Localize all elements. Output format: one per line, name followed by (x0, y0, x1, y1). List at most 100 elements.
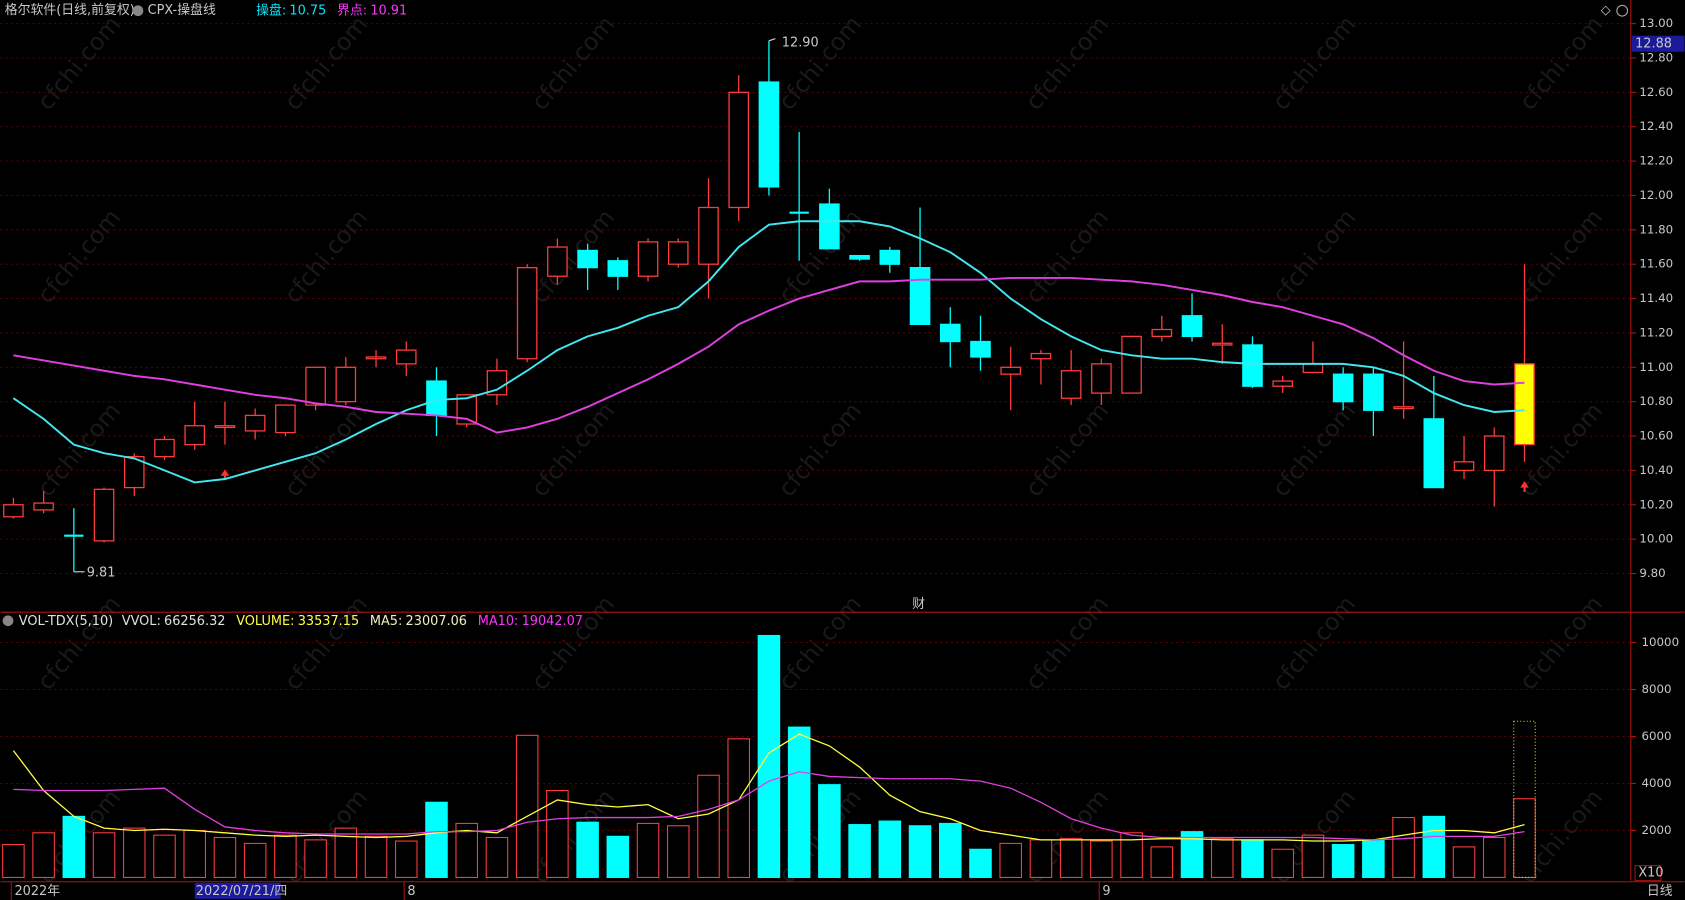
candle-body (1060, 370, 1082, 399)
volume-bar (1120, 832, 1143, 878)
volume-bar (757, 634, 781, 878)
volume-bar (818, 784, 841, 878)
candle-body (1091, 363, 1112, 394)
volume-bar (1180, 831, 1204, 878)
volume-bar (1271, 848, 1294, 878)
high-pointer (768, 38, 776, 42)
volume-bar (1301, 834, 1325, 878)
y-tick-label: 9.80 (1639, 566, 1665, 580)
volume-bar (92, 832, 116, 878)
candle-body (426, 380, 447, 417)
candle-body (395, 349, 417, 365)
item-label: MA5: (370, 613, 402, 628)
volume-bar (969, 848, 992, 878)
volume-header: VOL-TDX(5,10) VVOL: 66256.32 VOLUME: 33537.1… (19, 613, 583, 628)
candle-body (849, 254, 870, 260)
candle-body (365, 356, 387, 360)
y-tick-label: 12.00 (1639, 188, 1673, 202)
volume-bar (1059, 838, 1083, 878)
candle-body (1423, 418, 1445, 489)
volume-bar (666, 825, 690, 878)
item-value: 10.75 (289, 3, 326, 18)
volume-bar (274, 834, 297, 878)
unit-label: X10 (1638, 866, 1663, 881)
candle-body (1302, 363, 1324, 374)
y-tick-label: 10000 (1642, 635, 1680, 649)
volume-bar (334, 827, 358, 878)
y-tick-label: 12.80 (1639, 50, 1673, 64)
indicator-name: CPX-操盘线 (148, 2, 216, 18)
item-label: VOLUME: (236, 613, 294, 628)
volume-bar (394, 840, 418, 878)
candle-body (1453, 461, 1475, 472)
buy-arrow (1520, 481, 1529, 492)
candle-body (516, 266, 538, 360)
y-tick-label: 11.40 (1639, 291, 1673, 305)
candle-body (1514, 363, 1535, 446)
y-tick-label: 11.00 (1639, 360, 1673, 374)
candle-body (1363, 373, 1384, 411)
volume-bar (1029, 839, 1053, 878)
item-label: 界点: (337, 3, 367, 18)
volume-bar (878, 820, 902, 878)
candle-body (698, 206, 719, 265)
volume-bar (32, 832, 55, 878)
candle-body (3, 504, 24, 518)
volume-bar (62, 815, 86, 878)
volume-bar (1452, 846, 1476, 878)
candle-body (1121, 335, 1142, 394)
volume-bar (1482, 836, 1506, 878)
candle-body (939, 323, 961, 343)
candle-body (1151, 328, 1173, 338)
volume-bar (1331, 844, 1355, 878)
indicator-values: 操盘: 10.75 界点: 10.91 (256, 2, 407, 18)
volume-bar (122, 827, 146, 878)
volume-bar (364, 835, 388, 878)
x-tick-label: 9 (1102, 884, 1110, 899)
volume-bar (727, 738, 750, 878)
y-tick-label: 10.20 (1639, 497, 1673, 511)
y-tick-label: 2000 (1642, 823, 1672, 837)
period-label[interactable]: 日线 (1647, 884, 1673, 899)
item-label: VVOL: (122, 613, 161, 628)
candle-body (1393, 406, 1414, 410)
y-tick-label: 8000 (1642, 682, 1672, 696)
item-value: 10.91 (370, 3, 407, 18)
y-tick-label: 11.20 (1639, 325, 1673, 339)
candle-body (547, 246, 568, 277)
volume-bar (1422, 815, 1446, 878)
y-tick-label: 10.80 (1639, 394, 1673, 408)
price-tag-bg (1631, 35, 1685, 52)
candle-body (667, 241, 689, 265)
candle-body (879, 249, 901, 265)
y-tick-label: 12.20 (1639, 154, 1673, 168)
candle-body (1242, 344, 1263, 387)
y-tick-label: 6000 (1642, 729, 1672, 743)
volume-bar (938, 822, 962, 878)
candle-body (184, 425, 206, 446)
cursor-date-bg (194, 882, 281, 899)
candle-body (154, 438, 175, 458)
candle-body (607, 260, 629, 277)
diamond-icon[interactable]: ◇ (1601, 3, 1611, 18)
volume-bar (848, 824, 871, 878)
candle-body (93, 488, 115, 542)
volume-bar (2, 844, 25, 878)
x-tick-label: 2022年 (14, 884, 60, 899)
settings-icon[interactable] (1616, 4, 1629, 17)
low-label: 9.81 (87, 565, 116, 580)
volume-bar (1392, 817, 1415, 878)
menu-icon[interactable] (132, 5, 144, 17)
volume-bar (425, 801, 448, 878)
stock-title: 格尔软件(日线,前复权) (5, 2, 135, 18)
buy-arrow (220, 469, 230, 481)
volume-bar (908, 825, 932, 878)
candle-body (1181, 315, 1203, 338)
candle-body (1030, 352, 1052, 360)
volume-bar (153, 834, 176, 878)
candle-body (214, 425, 236, 429)
candle-body (275, 404, 296, 434)
menu-icon[interactable] (2, 615, 14, 627)
finance-marker[interactable]: 财 (912, 597, 925, 612)
